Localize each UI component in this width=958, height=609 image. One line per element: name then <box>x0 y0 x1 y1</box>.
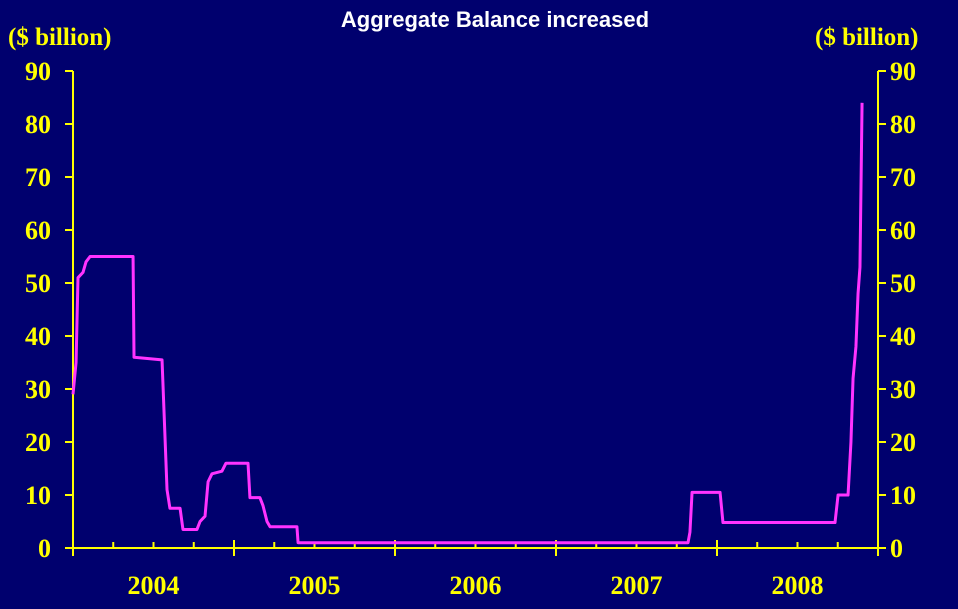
x-tick-label: 2006 <box>450 571 502 600</box>
y-tick-label: 80 <box>25 110 51 139</box>
y-tick-label: 50 <box>25 269 51 298</box>
y-axis-label: ($ billion) <box>8 24 112 51</box>
y2-tick-label: 90 <box>890 57 916 86</box>
y-tick-label: 30 <box>25 375 51 404</box>
y-tick-label: 0 <box>38 534 51 563</box>
x-tick-label: 2008 <box>772 571 824 600</box>
y2-tick-label: 0 <box>890 534 903 563</box>
y-tick-label: 60 <box>25 216 51 245</box>
y2-tick-label: 60 <box>890 216 916 245</box>
y2-tick-label: 30 <box>890 375 916 404</box>
y-tick-label: 20 <box>25 428 51 457</box>
y2-tick-label: 70 <box>890 163 916 192</box>
y-tick-label: 40 <box>25 322 51 351</box>
y2-tick-label: 50 <box>890 269 916 298</box>
y2-axis-label: ($ billion) <box>815 24 919 51</box>
y2-tick-label: 20 <box>890 428 916 457</box>
x-tick-label: 2007 <box>611 571 663 600</box>
y2-tick-label: 80 <box>890 110 916 139</box>
x-tick-label: 2005 <box>289 571 341 600</box>
y-tick-label: 70 <box>25 163 51 192</box>
x-tick-label: 2004 <box>128 571 180 600</box>
y2-tick-label: 10 <box>890 481 916 510</box>
y2-tick-label: 40 <box>890 322 916 351</box>
data-line <box>71 102 864 545</box>
y-tick-label: 10 <box>25 481 51 510</box>
y-tick-label: 90 <box>25 57 51 86</box>
chart-title: Aggregate Balance increased <box>341 7 649 32</box>
